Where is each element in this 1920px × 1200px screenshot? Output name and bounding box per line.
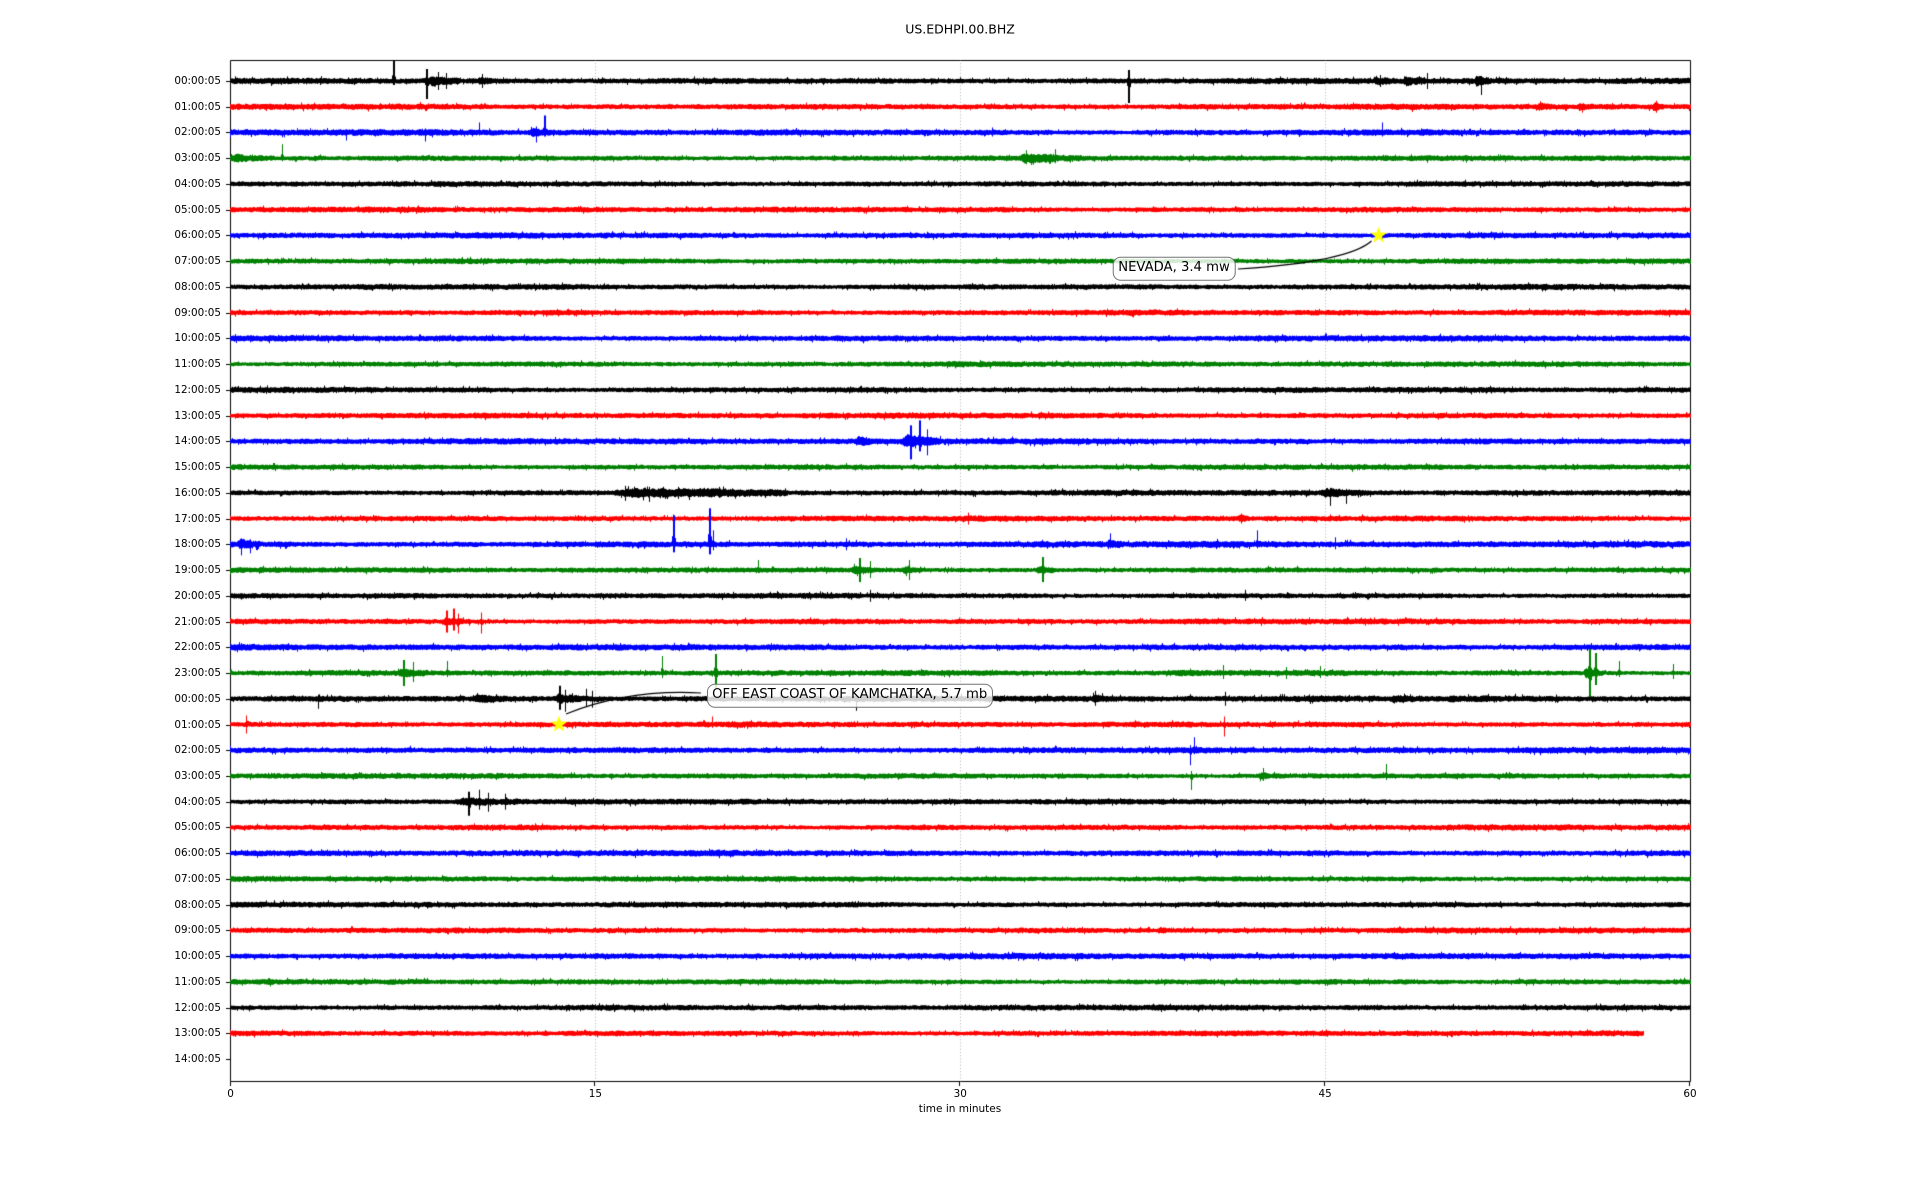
row-label: 01:00:05	[174, 718, 221, 731]
plot-title: US.EDHPI.00.BHZ	[905, 21, 1015, 37]
row-label: 02:00:05	[174, 126, 221, 139]
row-label: 22:00:05	[174, 641, 221, 654]
row-label: 00:00:05	[174, 692, 221, 705]
x-tick-label: 45	[1318, 1087, 1332, 1100]
row-label: 10:00:05	[174, 332, 221, 345]
row-label: 05:00:05	[174, 203, 221, 216]
row-label: 07:00:05	[174, 872, 221, 885]
x-axis-label: time in minutes	[918, 1103, 1002, 1115]
row-label: 04:00:05	[174, 177, 221, 190]
row-label: 17:00:05	[174, 512, 221, 525]
row-label: 01:00:05	[174, 100, 221, 113]
row-label: 04:00:05	[174, 795, 221, 808]
row-label: 18:00:05	[174, 538, 221, 551]
row-label: 12:00:05	[174, 383, 221, 396]
event-annotation-label: OFF EAST COAST OF KAMCHATKA, 5.7 mb	[706, 683, 993, 708]
row-label: 16:00:05	[174, 486, 221, 499]
row-label: 08:00:05	[174, 280, 221, 293]
row-label: 20:00:05	[174, 589, 221, 602]
row-label: 12:00:05	[174, 1001, 221, 1014]
x-tick-label: 15	[588, 1087, 602, 1100]
row-label: 09:00:05	[174, 306, 221, 319]
x-tick-label: 60	[1683, 1087, 1697, 1100]
row-label: 09:00:05	[174, 924, 221, 937]
row-label: 08:00:05	[174, 898, 221, 911]
row-label: 23:00:05	[174, 667, 221, 680]
x-tick-label: 0	[227, 1087, 234, 1100]
row-label: 03:00:05	[174, 152, 221, 165]
x-tick-label: 30	[953, 1087, 967, 1100]
row-label: 13:00:05	[174, 1027, 221, 1040]
row-label: 02:00:05	[174, 744, 221, 757]
row-label: 00:00:05	[174, 75, 221, 87]
row-label: 05:00:05	[174, 821, 221, 834]
event-annotation-label: NEVADA, 3.4 mw	[1112, 256, 1236, 281]
row-label: 14:00:05	[174, 435, 221, 448]
row-label: 10:00:05	[174, 950, 221, 963]
row-label: 11:00:05	[174, 358, 221, 371]
row-label: 11:00:05	[174, 975, 221, 988]
row-label: 07:00:05	[174, 255, 221, 268]
row-label: 13:00:05	[174, 409, 221, 422]
row-label: 19:00:05	[174, 564, 221, 577]
row-label: 21:00:05	[174, 615, 221, 628]
row-label: 06:00:05	[174, 847, 221, 860]
row-label: 14:00:05	[174, 1053, 221, 1066]
row-label: 15:00:05	[174, 461, 221, 474]
row-label: 06:00:05	[174, 229, 221, 242]
row-label: 03:00:05	[174, 769, 221, 782]
